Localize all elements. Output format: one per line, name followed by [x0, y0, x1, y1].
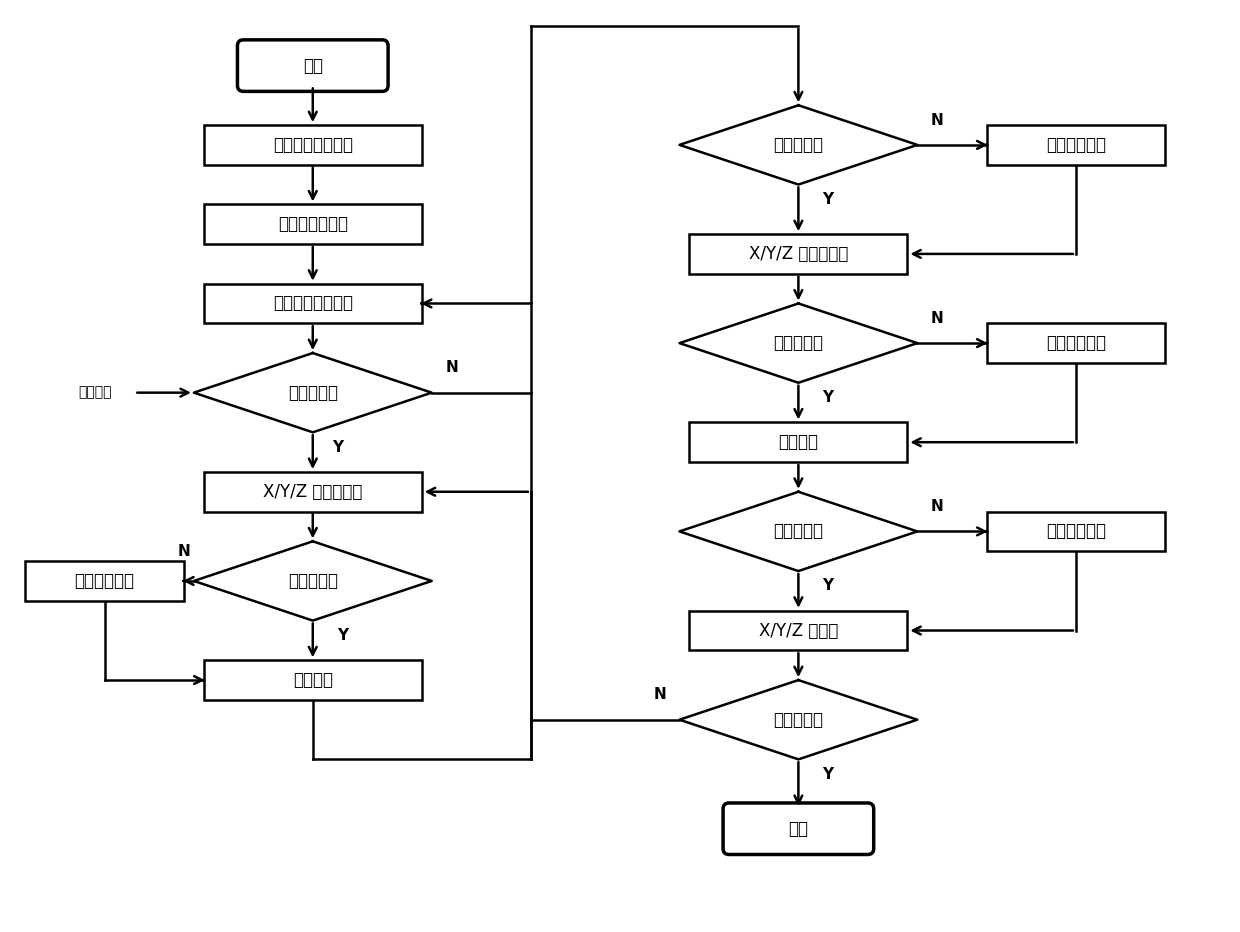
Text: 工件卸载: 工件卸载	[779, 433, 818, 451]
Text: N: N	[931, 113, 944, 128]
FancyBboxPatch shape	[203, 283, 422, 323]
Polygon shape	[680, 105, 918, 185]
FancyBboxPatch shape	[689, 422, 908, 462]
Text: 是否启动？: 是否启动？	[288, 384, 337, 402]
Text: Y: Y	[332, 440, 343, 455]
Text: 抓手就位？: 抓手就位？	[774, 334, 823, 352]
FancyBboxPatch shape	[203, 660, 422, 700]
Text: N: N	[653, 688, 666, 703]
Text: 抓手就位？: 抓手就位？	[288, 572, 337, 590]
Polygon shape	[680, 680, 918, 760]
Text: 结束: 结束	[789, 820, 808, 838]
FancyBboxPatch shape	[987, 323, 1166, 363]
Text: 任务结束？: 任务结束？	[774, 711, 823, 729]
Polygon shape	[680, 304, 918, 383]
Text: N: N	[177, 543, 190, 558]
Text: 开始: 开始	[303, 57, 322, 75]
Text: 系统初始化设置: 系统初始化设置	[278, 215, 347, 233]
Text: 纠正抓取偏差: 纠正抓取偏差	[1045, 136, 1106, 154]
Text: X/Y/Z 轴协同运动: X/Y/Z 轴协同运动	[749, 245, 848, 263]
Text: Y: Y	[337, 628, 348, 643]
FancyBboxPatch shape	[987, 125, 1166, 165]
Text: N: N	[445, 361, 458, 376]
FancyBboxPatch shape	[25, 561, 184, 601]
Text: Y: Y	[822, 767, 833, 782]
FancyBboxPatch shape	[203, 472, 422, 512]
Text: N: N	[931, 500, 944, 514]
Text: Y: Y	[822, 192, 833, 207]
Text: 各轴命令参数设置: 各轴命令参数设置	[273, 295, 352, 312]
FancyBboxPatch shape	[689, 234, 908, 274]
FancyBboxPatch shape	[203, 125, 422, 165]
Text: Y: Y	[822, 579, 833, 594]
Text: 工件抓取: 工件抓取	[293, 671, 332, 689]
Text: 纠正运动偏差: 纠正运动偏差	[74, 572, 135, 590]
Text: 无线射频信息采集: 无线射频信息采集	[273, 136, 352, 154]
FancyBboxPatch shape	[987, 512, 1166, 551]
Polygon shape	[680, 492, 918, 571]
Text: Y: Y	[822, 391, 833, 405]
Text: N: N	[931, 311, 944, 326]
Text: 完全卸载？: 完全卸载？	[774, 523, 823, 541]
Polygon shape	[193, 353, 432, 432]
FancyBboxPatch shape	[203, 204, 422, 244]
Text: X/Y/Z 轴复位: X/Y/Z 轴复位	[759, 622, 838, 639]
Polygon shape	[193, 541, 432, 621]
FancyBboxPatch shape	[689, 610, 908, 651]
Text: X/Y/Z 轴协同运动: X/Y/Z 轴协同运动	[263, 483, 362, 500]
FancyBboxPatch shape	[723, 803, 874, 855]
Text: 纠正运动偏差: 纠正运动偏差	[1045, 334, 1106, 352]
Text: 工件抓紧？: 工件抓紧？	[774, 136, 823, 154]
Text: 纠正运动偏差: 纠正运动偏差	[1045, 523, 1106, 541]
Text: 启动指令: 启动指令	[78, 386, 112, 400]
FancyBboxPatch shape	[237, 40, 388, 91]
